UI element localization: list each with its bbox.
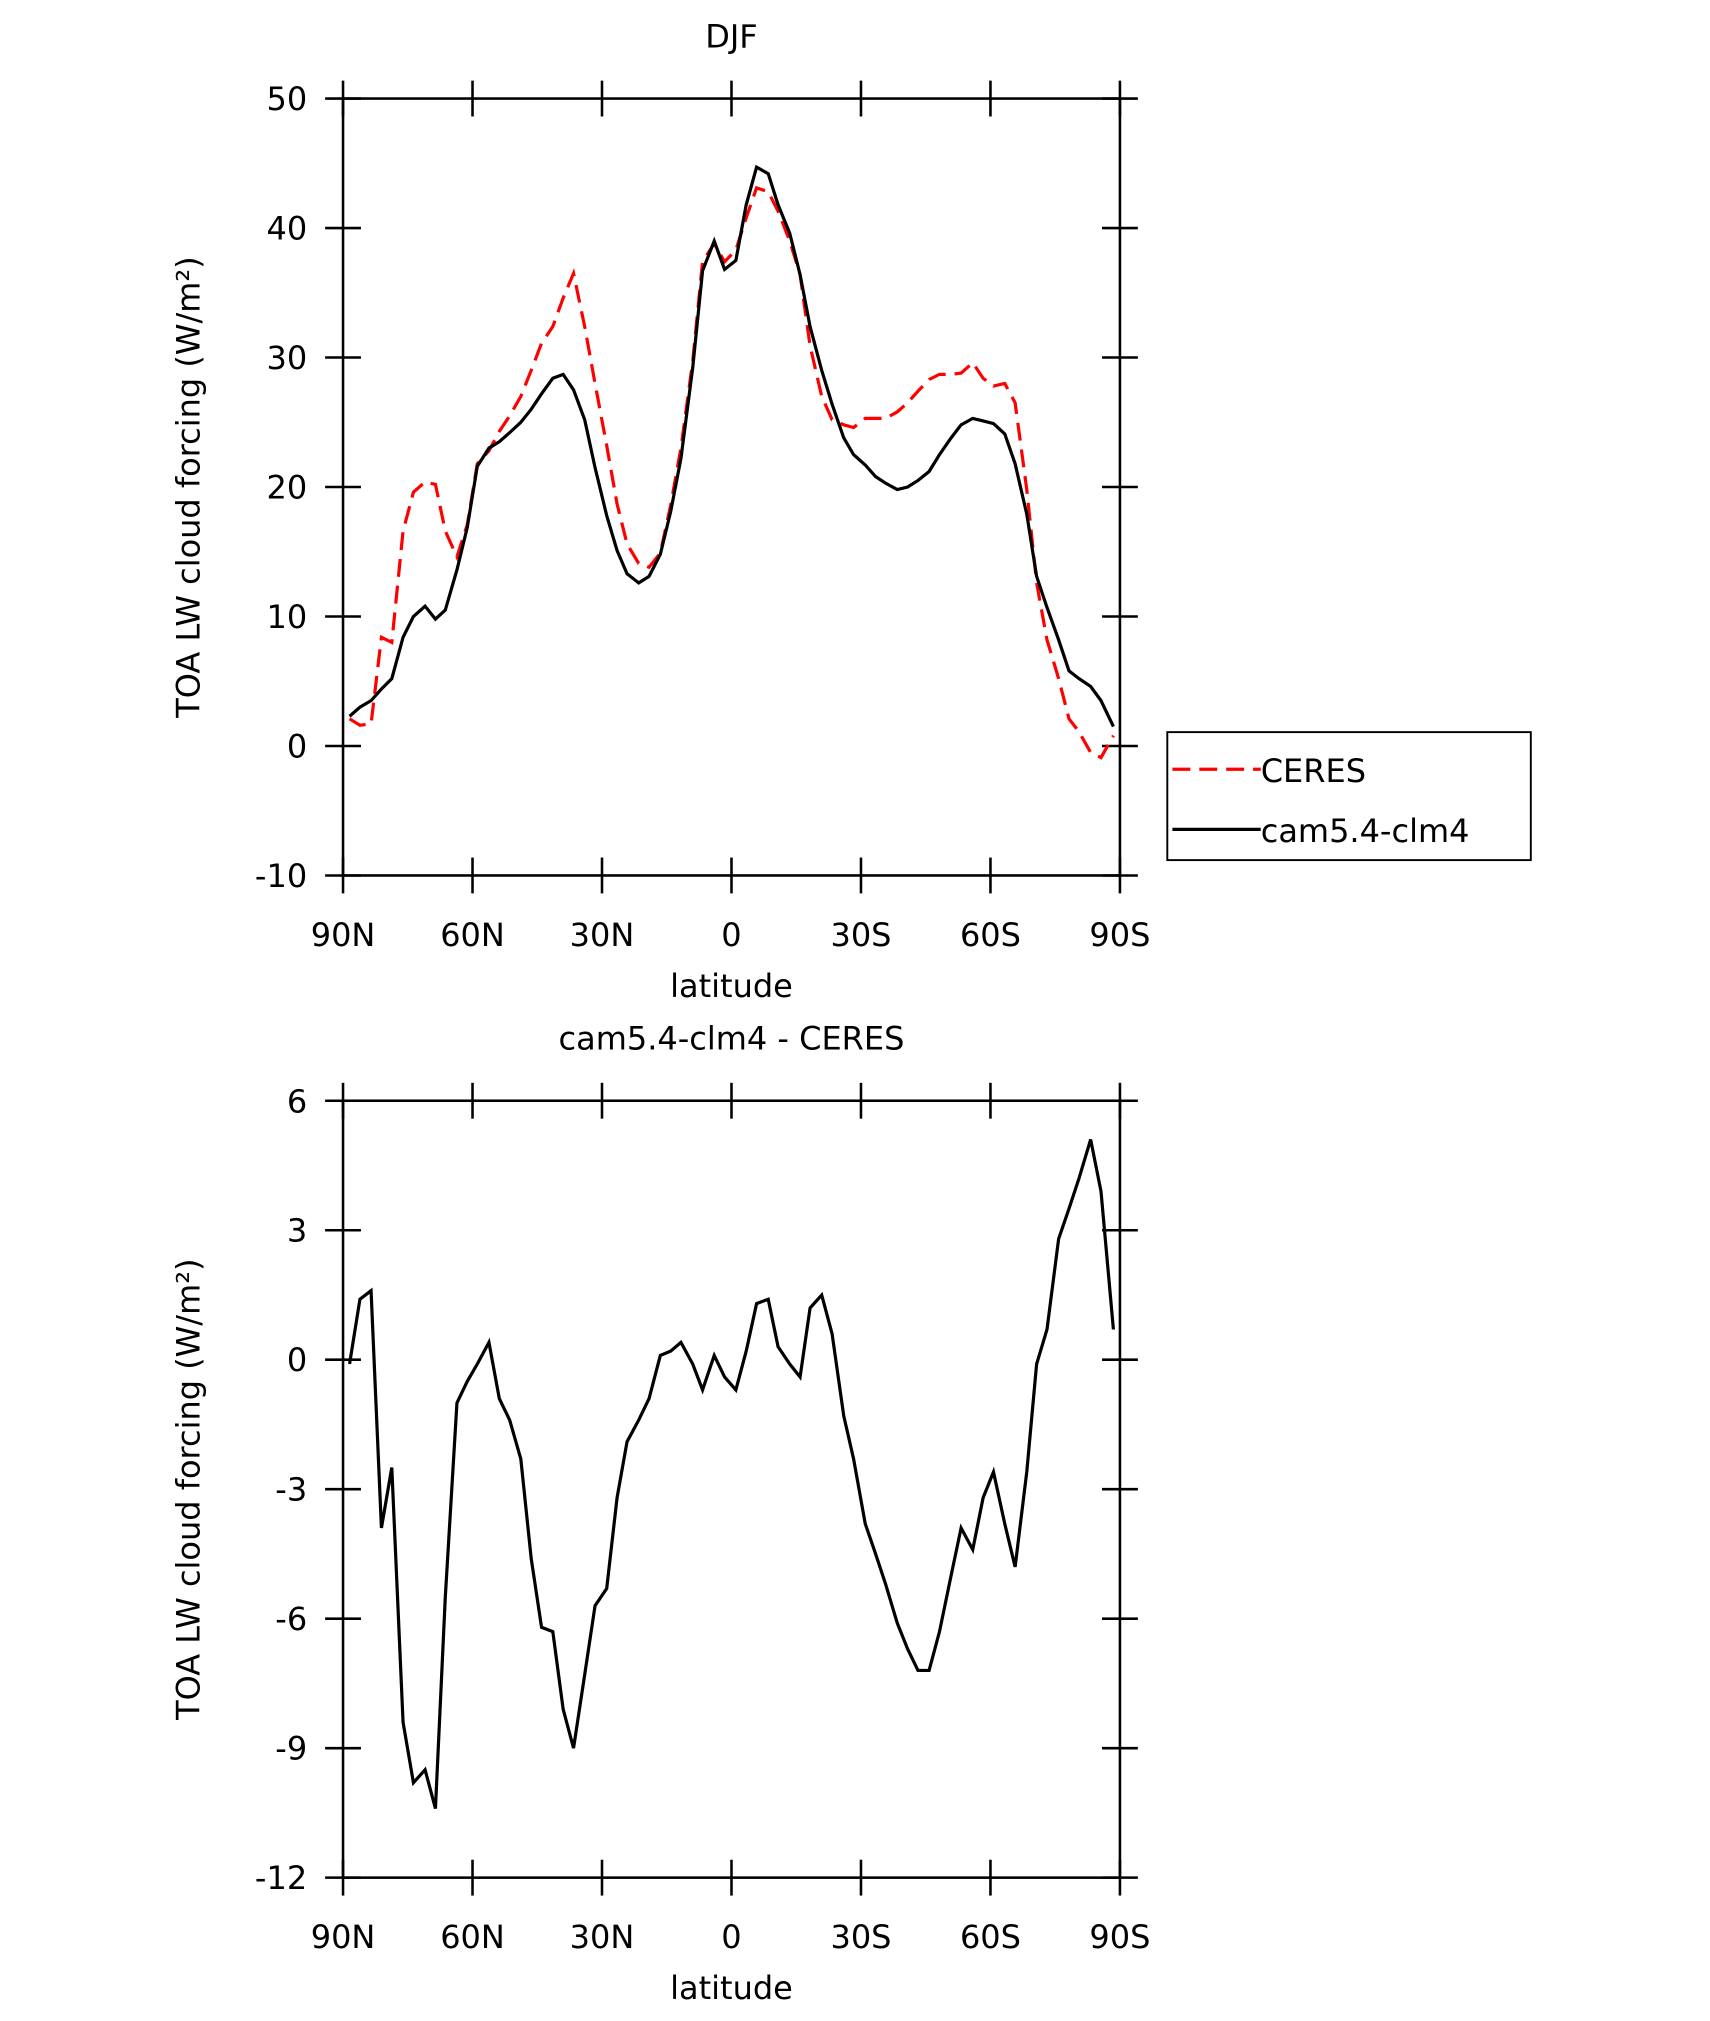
chart-title: DJF — [705, 17, 757, 55]
x-tick-label: 30N — [570, 1918, 635, 1956]
y-tick-label: -9 — [275, 1730, 307, 1768]
x-tick-label: 30S — [830, 1918, 891, 1956]
x-axis-label: latitude — [670, 1969, 793, 2007]
plot-frame — [341, 97, 1122, 877]
x-tick-label: 0 — [721, 916, 741, 954]
y-axis-label: TOA LW cloud forcing (W/m²) — [170, 256, 208, 718]
data-line — [348, 185, 1115, 760]
x-tick-label: 60S — [960, 916, 1021, 954]
y-tick-label: 30 — [266, 339, 307, 377]
y-tick-label: 0 — [287, 1341, 307, 1379]
y-tick-label: -6 — [275, 1600, 307, 1638]
x-tick-label: 90N — [311, 1918, 376, 1956]
y-tick-label: 50 — [266, 80, 307, 118]
x-tick-label: 60N — [440, 1918, 505, 1956]
x-tick-label: 30N — [570, 916, 635, 954]
chart-title: cam5.4-clm4 - CERES — [559, 1020, 905, 1058]
x-tick-label: 30S — [830, 916, 891, 954]
data-line — [348, 164, 1115, 728]
legend-label: cam5.4-clm4 — [1261, 812, 1470, 850]
data-line — [347, 1139, 1116, 1809]
plot-frame — [341, 1099, 1122, 1879]
y-tick-label: -10 — [255, 857, 307, 895]
legend-box — [1166, 731, 1532, 862]
y-tick-label: -3 — [275, 1471, 307, 1509]
legend-label: CERES — [1261, 752, 1366, 790]
x-tick-label: 60N — [440, 916, 505, 954]
x-tick-label: 60S — [960, 1918, 1021, 1956]
y-tick-label: 6 — [287, 1082, 307, 1120]
y-tick-label: 10 — [266, 598, 307, 636]
x-tick-label: 90S — [1089, 916, 1150, 954]
x-tick-label: 90S — [1089, 1918, 1150, 1956]
y-axis-label: TOA LW cloud forcing (W/m²) — [170, 1258, 208, 1720]
y-tick-label: 40 — [266, 210, 307, 248]
x-tick-label: 0 — [721, 1918, 741, 1956]
y-tick-label: 20 — [266, 469, 307, 507]
y-tick-label: -12 — [255, 1859, 307, 1897]
y-tick-label: 3 — [287, 1212, 307, 1250]
y-tick-label: 0 — [287, 728, 307, 766]
x-axis-label: latitude — [670, 967, 793, 1005]
x-tick-label: 90N — [311, 916, 376, 954]
